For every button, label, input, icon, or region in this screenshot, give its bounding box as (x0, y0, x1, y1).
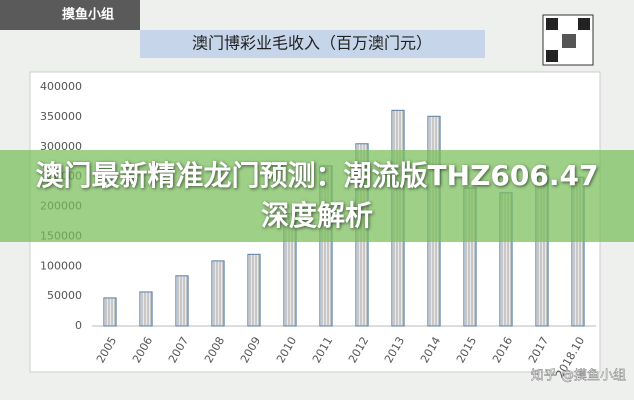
y-tick-label: 50000 (47, 289, 82, 302)
chart-title: 澳门博彩业毛收入（百万澳门元） (192, 34, 432, 53)
y-tick-label: 300000 (40, 140, 82, 153)
bar (175, 275, 189, 327)
y-tick-label: 0 (75, 319, 82, 332)
y-tick-label: 400000 (40, 80, 82, 93)
y-tick-label: 350000 (40, 110, 82, 123)
banner-title: 澳门最新精准龙门预测：潮流版THZ606.47深度解析 (35, 159, 599, 232)
bar (211, 260, 225, 327)
qr-code (542, 14, 594, 66)
bar (103, 297, 117, 327)
watermark: 知乎 @摸鱼小组 (531, 368, 626, 384)
logo: 摸鱼小组 (62, 7, 114, 23)
banner (0, 150, 634, 242)
y-tick-label: 100000 (40, 259, 82, 272)
logo-box (0, 0, 140, 30)
bar (247, 253, 261, 327)
title-box (140, 30, 485, 58)
bar (139, 291, 153, 327)
